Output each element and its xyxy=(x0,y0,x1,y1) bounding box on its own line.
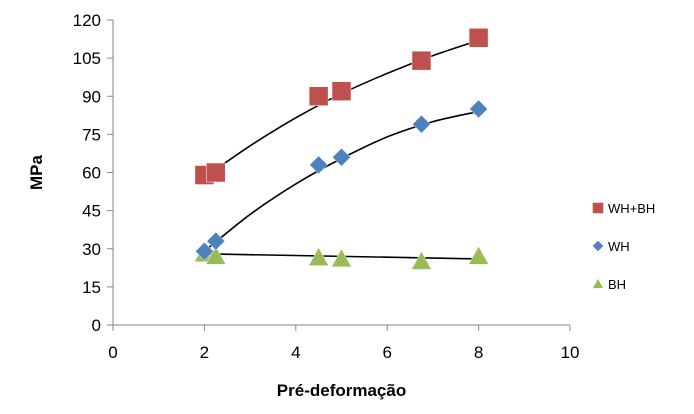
data-point-wh-bh xyxy=(331,81,352,101)
axes: 0 15 30 45 60 75 90 105 120 0 2 4 6 8 10 xyxy=(73,11,580,362)
data-point-wh-bh xyxy=(411,50,432,71)
data-point-bh xyxy=(308,247,330,266)
y-tick-label: 60 xyxy=(82,164,101,183)
data-point-wh-bh xyxy=(206,162,226,183)
y-tick-label: 45 xyxy=(82,202,101,221)
axis-labels: Pré-deformação MPa xyxy=(27,154,406,400)
legend: WH+BH WH BH xyxy=(592,201,655,292)
x-tick-label: 4 xyxy=(291,343,300,362)
data-point-bh xyxy=(205,245,227,265)
legend-label-bh: BH xyxy=(608,277,626,292)
y-tick-label: 105 xyxy=(73,49,101,68)
y-tick-label: 30 xyxy=(82,240,101,259)
x-tick-label: 8 xyxy=(474,343,483,362)
data-point-wh xyxy=(195,241,214,261)
y-tick-label: 75 xyxy=(82,125,101,144)
data-point-bh xyxy=(468,245,490,265)
x-axis-title: Pré-deformação xyxy=(277,381,406,400)
data-point-wh xyxy=(332,147,351,167)
y-tick-label: 120 xyxy=(73,11,101,30)
data-point-wh-bh xyxy=(308,86,329,106)
legend-label-wh-bh: WH+BH xyxy=(608,201,655,216)
legend-marker-wh-bh xyxy=(592,202,604,214)
data-point-wh xyxy=(309,155,329,175)
y-tick-label: 0 xyxy=(92,316,101,335)
legend-label-wh: WH xyxy=(608,239,630,254)
x-tick-label: 2 xyxy=(200,343,209,362)
legend-marker-wh xyxy=(592,240,604,252)
y-axis-title: MPa xyxy=(27,154,46,190)
x-tick-label: 10 xyxy=(561,343,580,362)
legend-marker-bh xyxy=(592,277,604,289)
data-point-wh xyxy=(469,99,488,119)
data-point-wh xyxy=(412,114,431,134)
data-point-bh xyxy=(411,250,432,270)
y-tick-label: 15 xyxy=(82,278,101,297)
x-tick-label: 6 xyxy=(382,343,391,362)
data-points xyxy=(193,28,490,270)
data-point-wh-bh xyxy=(468,28,489,48)
x-tick-label: 0 xyxy=(108,343,117,362)
trendline-wh xyxy=(203,110,479,252)
data-point-wh xyxy=(206,231,226,251)
data-point-bh xyxy=(331,248,352,268)
y-tick-label: 90 xyxy=(82,87,101,106)
